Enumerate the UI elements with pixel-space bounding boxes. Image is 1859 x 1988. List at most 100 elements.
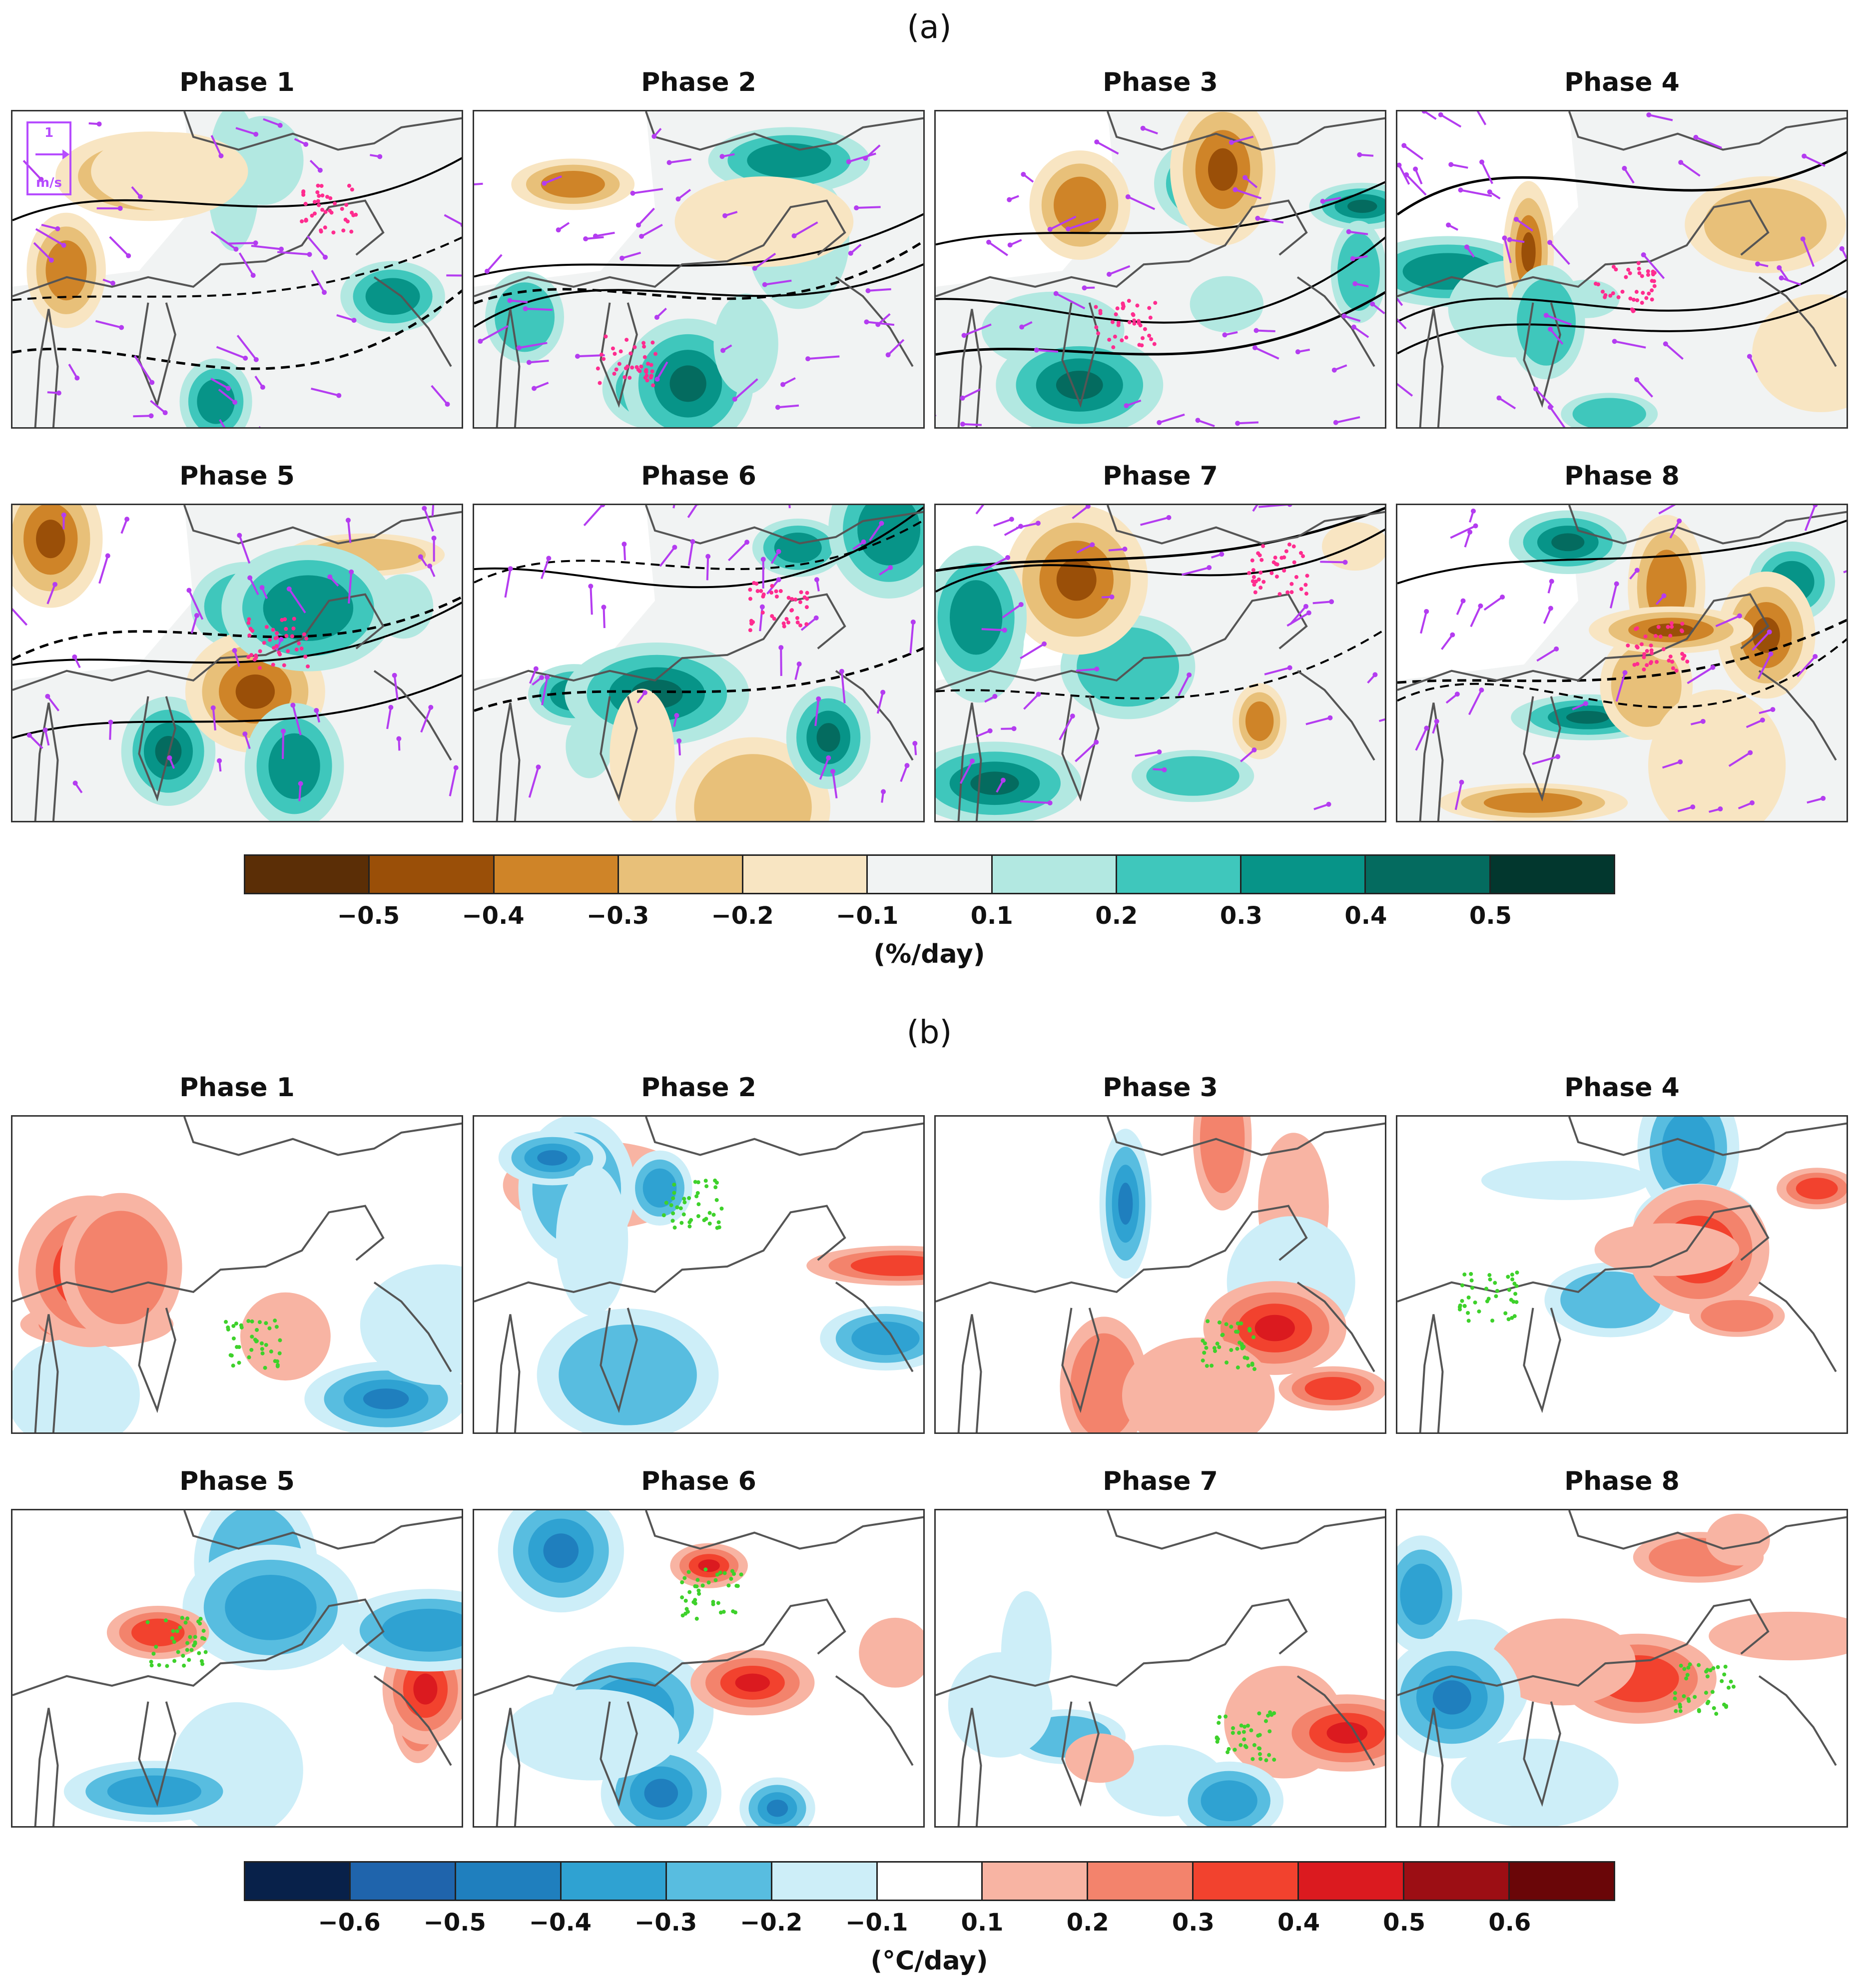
wind-vector-head: [674, 712, 679, 718]
anomaly-shading: [1594, 1223, 1740, 1277]
wind-vector-head: [72, 654, 77, 660]
significance-dot: [1282, 569, 1286, 573]
significance-dot: [197, 1651, 201, 1655]
wind-vector-head: [1018, 524, 1024, 529]
wind-vector: [1450, 525, 1476, 539]
anomaly-shading: [1572, 398, 1646, 427]
anomaly-shading: [1146, 756, 1239, 796]
wind-vector-head: [1233, 187, 1238, 192]
panel-title: Phase 8: [1564, 1466, 1680, 1496]
significance-dot: [1656, 625, 1661, 629]
anomaly-shading: [263, 575, 354, 641]
wind-vector: [474, 182, 483, 185]
anomaly-shading: [235, 674, 275, 709]
wind-vector-head: [532, 386, 537, 391]
significance-dot: [1127, 320, 1132, 324]
significance-dot: [707, 1211, 712, 1215]
anomaly-shading: [1701, 1300, 1774, 1332]
wind-vector: [544, 175, 562, 184]
significance-dot: [1640, 274, 1644, 278]
wind-vector-head: [278, 637, 284, 642]
significance-dot: [193, 1635, 197, 1639]
anomaly-shading: [1326, 1722, 1368, 1744]
wind-vector-head: [1333, 420, 1338, 425]
significance-dot: [151, 1651, 156, 1656]
wind-vector: [22, 160, 42, 180]
significance-dot: [1240, 1345, 1244, 1350]
wind-vector-head: [865, 288, 871, 293]
wind-vector-head: [760, 557, 766, 562]
wind-vector-head: [194, 613, 199, 618]
significance-dot: [1640, 301, 1644, 305]
significance-dot: [1495, 1289, 1499, 1293]
wind-vector: [298, 783, 302, 801]
wind-vector-head: [642, 690, 647, 695]
colorbar-tick-label: 0.4: [1277, 1909, 1320, 1937]
significance-dot: [345, 219, 350, 224]
wind-vector: [311, 387, 339, 397]
contour-line: [1397, 520, 1847, 585]
wind-vector-head: [1496, 395, 1502, 401]
significance-dot: [1153, 301, 1158, 305]
significance-dot: [237, 1360, 241, 1365]
wind-vector: [33, 242, 52, 261]
wind-vector: [659, 547, 675, 567]
wind-vector-head: [418, 554, 423, 560]
significance-dot: [770, 584, 774, 588]
significance-dot: [1263, 1719, 1268, 1723]
significance-dot: [769, 591, 774, 595]
wind-vector: [1049, 215, 1077, 230]
significance-dot: [1650, 279, 1654, 283]
significance-dot: [247, 633, 252, 638]
wind-vector-head: [38, 176, 44, 182]
wind-vector: [981, 628, 1005, 632]
significance-dot: [1462, 1272, 1467, 1277]
wind-vector-head: [575, 354, 580, 359]
wind-vector-head: [719, 154, 725, 159]
significance-dot: [1117, 321, 1121, 325]
wind-vector-head: [225, 386, 231, 391]
wind-vector: [1353, 326, 1369, 338]
wind-vector-head: [1677, 518, 1682, 524]
significance-dot: [290, 634, 294, 639]
significance-dot: [704, 1184, 709, 1189]
wind-vector-head: [1813, 505, 1818, 508]
significance-dot: [700, 1583, 705, 1588]
wind-vector-head: [277, 122, 283, 128]
significance-dot: [680, 1580, 684, 1585]
wind-vector: [1004, 525, 1021, 536]
significance-dot: [644, 370, 648, 374]
significance-dot: [714, 1198, 719, 1202]
wind-vector: [706, 556, 709, 581]
wind-vector: [1687, 666, 1714, 684]
significance-dot: [185, 1616, 190, 1621]
significance-dot: [1239, 1743, 1243, 1747]
significance-dot: [617, 362, 621, 366]
significance-dot: [1708, 1668, 1713, 1672]
significance-dot: [604, 334, 608, 339]
anomaly-shading: [45, 240, 87, 301]
colorbar-cell: [1194, 1863, 1299, 1900]
wind-vector-head: [1372, 672, 1378, 677]
panel-title: Phase 5: [179, 1466, 295, 1496]
significance-dot: [646, 361, 650, 366]
significance-dot: [274, 636, 279, 640]
significance-dot: [1098, 311, 1103, 316]
wind-vector-head: [722, 213, 728, 218]
significance-dot: [1149, 337, 1154, 341]
significance-dot: [1724, 1705, 1728, 1709]
anomaly-shading: [36, 520, 65, 559]
wind-vector-head: [1693, 134, 1699, 140]
significance-dot: [1469, 1272, 1473, 1276]
coastline: [936, 505, 1385, 821]
significance-dot: [782, 624, 786, 629]
significance-dot: [1488, 1277, 1492, 1282]
anomaly-shading: [1521, 232, 1536, 272]
wind-vector: [1546, 314, 1572, 326]
wind-vector: [277, 251, 310, 256]
wind-vector: [444, 214, 462, 226]
significance-dot: [1679, 1663, 1683, 1668]
anomaly-shading: [1122, 1337, 1275, 1432]
wind-vector-head: [675, 196, 681, 202]
wind-vector-head: [74, 375, 80, 381]
